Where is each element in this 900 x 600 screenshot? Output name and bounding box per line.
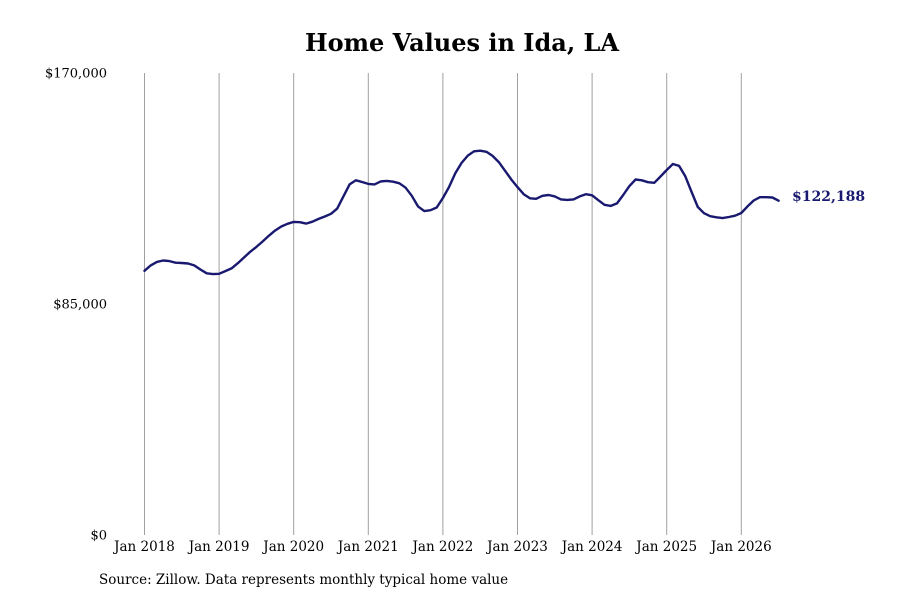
source-note: Source: Zillow. Data represents monthly … <box>99 572 509 588</box>
y-tick-label: $85,000 <box>53 298 107 313</box>
x-tick-label: Jan 2025 <box>634 539 697 555</box>
y-tick-label: $0 <box>90 529 107 544</box>
x-tick-label: Jan 2024 <box>560 539 623 555</box>
chart-title: Home Values in Ida, LA <box>305 28 619 57</box>
x-axis: Jan 2018 Jan 2019 Jan 2020 Jan 2021 Jan 2022… <box>112 539 772 555</box>
end-value-label: $122,188 <box>792 189 865 205</box>
x-tick-label: Jan 2026 <box>709 539 772 555</box>
x-tick-label: Jan 2020 <box>261 539 324 555</box>
x-tick-label: Jan 2018 <box>112 539 175 555</box>
y-axis: $0 $85,000 $170,000 <box>45 67 107 544</box>
x-tick-label: Jan 2019 <box>187 539 250 555</box>
series-line <box>143 149 780 276</box>
x-tick-label: Jan 2021 <box>336 539 399 555</box>
x-tick-label: Jan 2023 <box>485 539 548 555</box>
grid-lines <box>144 73 742 535</box>
x-tick-label: Jan 2022 <box>410 539 473 555</box>
y-tick-label: $170,000 <box>45 67 107 82</box>
